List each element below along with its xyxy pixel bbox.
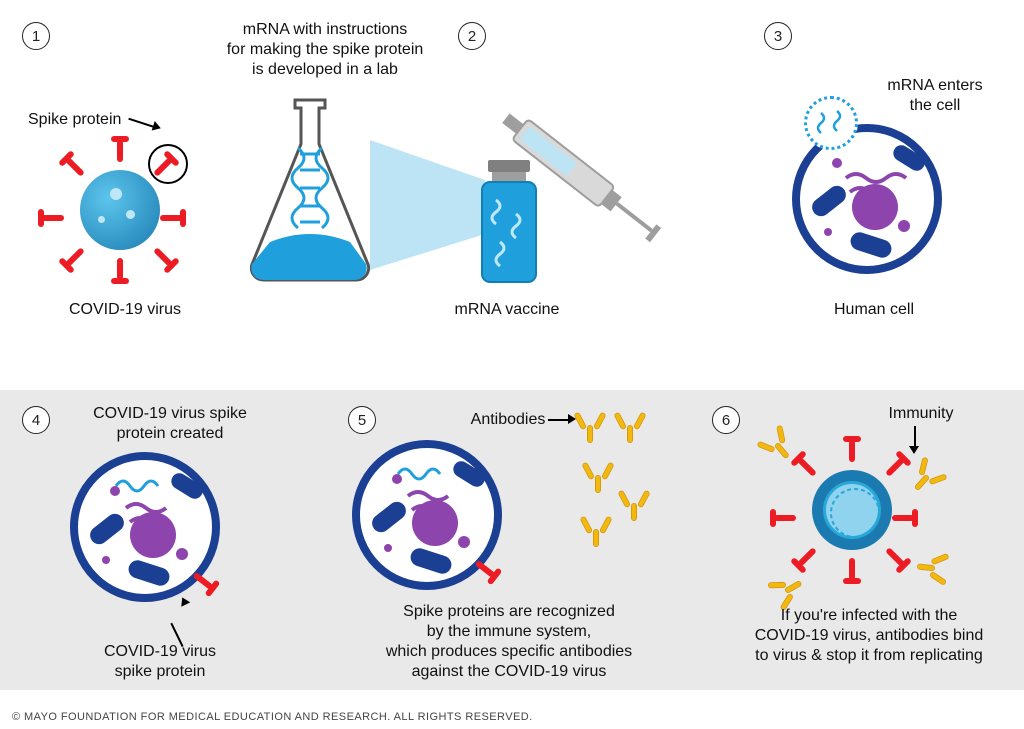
label-covid-spike: COVID-19 virus spike protein (70, 642, 250, 682)
human-cell-icon (792, 124, 942, 274)
label-spike-protein: Spike protein (28, 110, 148, 130)
arrow-5 (548, 419, 570, 421)
badge-6: 6 (712, 406, 740, 434)
label-mrna-vaccine: mRNA vaccine (432, 300, 582, 320)
antibody-icon (588, 464, 608, 492)
copyright-text: © MAYO FOUNDATION FOR MEDICAL EDUCATION … (12, 711, 533, 723)
flask-icon (240, 92, 380, 292)
mrna-inside-icon (112, 472, 172, 503)
antibody-icon (586, 518, 606, 546)
antibody-icon (761, 429, 794, 463)
antibody-icon (771, 574, 805, 605)
emerging-spike-icon (192, 572, 213, 590)
vial-icon (474, 160, 544, 295)
label-mrna-lab: mRNA with instructions for making the sp… (195, 20, 455, 80)
label-step5-desc: Spike proteins are recognized by the imm… (344, 602, 674, 682)
step-3: 3 mRNA enters the cell Human cell (730, 0, 1024, 390)
label-antibodies: Antibodies (458, 410, 558, 430)
label-human-cell: Human cell (814, 300, 934, 320)
badge-4: 4 (22, 406, 50, 434)
antibody-icon (620, 414, 640, 442)
mrna-vesicle-icon (804, 96, 858, 150)
cell-step5-icon (352, 440, 502, 590)
label-step6-desc: If you're infected with the COVID-19 vir… (724, 606, 1014, 666)
badge-5: 5 (348, 406, 376, 434)
step-5: 5 Antibodies Spike proteins are recogniz… (330, 390, 700, 690)
badge-2: 2 (458, 22, 486, 50)
nucleus-wave-icon (842, 170, 908, 215)
step-4: 4 COVID-19 virus spike protein created C… (0, 390, 320, 690)
covid-virus-icon (60, 150, 180, 270)
step-6: 6 Immunity If you're infected with the C… (700, 390, 1024, 690)
antibody-icon (917, 557, 947, 580)
label-immunity: Immunity (876, 404, 966, 424)
label-spike-created: COVID-19 virus spike protein created (60, 404, 280, 444)
label-covid-virus: COVID-19 virus (50, 300, 200, 320)
antibody-icon (580, 414, 600, 442)
badge-3: 3 (764, 22, 792, 50)
antibody-icon (624, 492, 644, 520)
beam-icon (370, 140, 490, 270)
badge-1: 1 (22, 22, 50, 50)
antibody-cluster (574, 414, 664, 554)
neutralized-virus-icon (792, 450, 912, 570)
spike-callout-circle (148, 144, 188, 184)
arrow-1-head (152, 121, 163, 133)
label-mrna-enters: mRNA enters the cell (870, 76, 1000, 116)
cell-with-spike-icon (70, 452, 220, 602)
antibody-icon (909, 461, 943, 495)
step-2: 2 mRNA with instructions for making the … (200, 0, 680, 390)
arrow-6 (914, 426, 916, 448)
arrow-4-head (178, 595, 190, 607)
